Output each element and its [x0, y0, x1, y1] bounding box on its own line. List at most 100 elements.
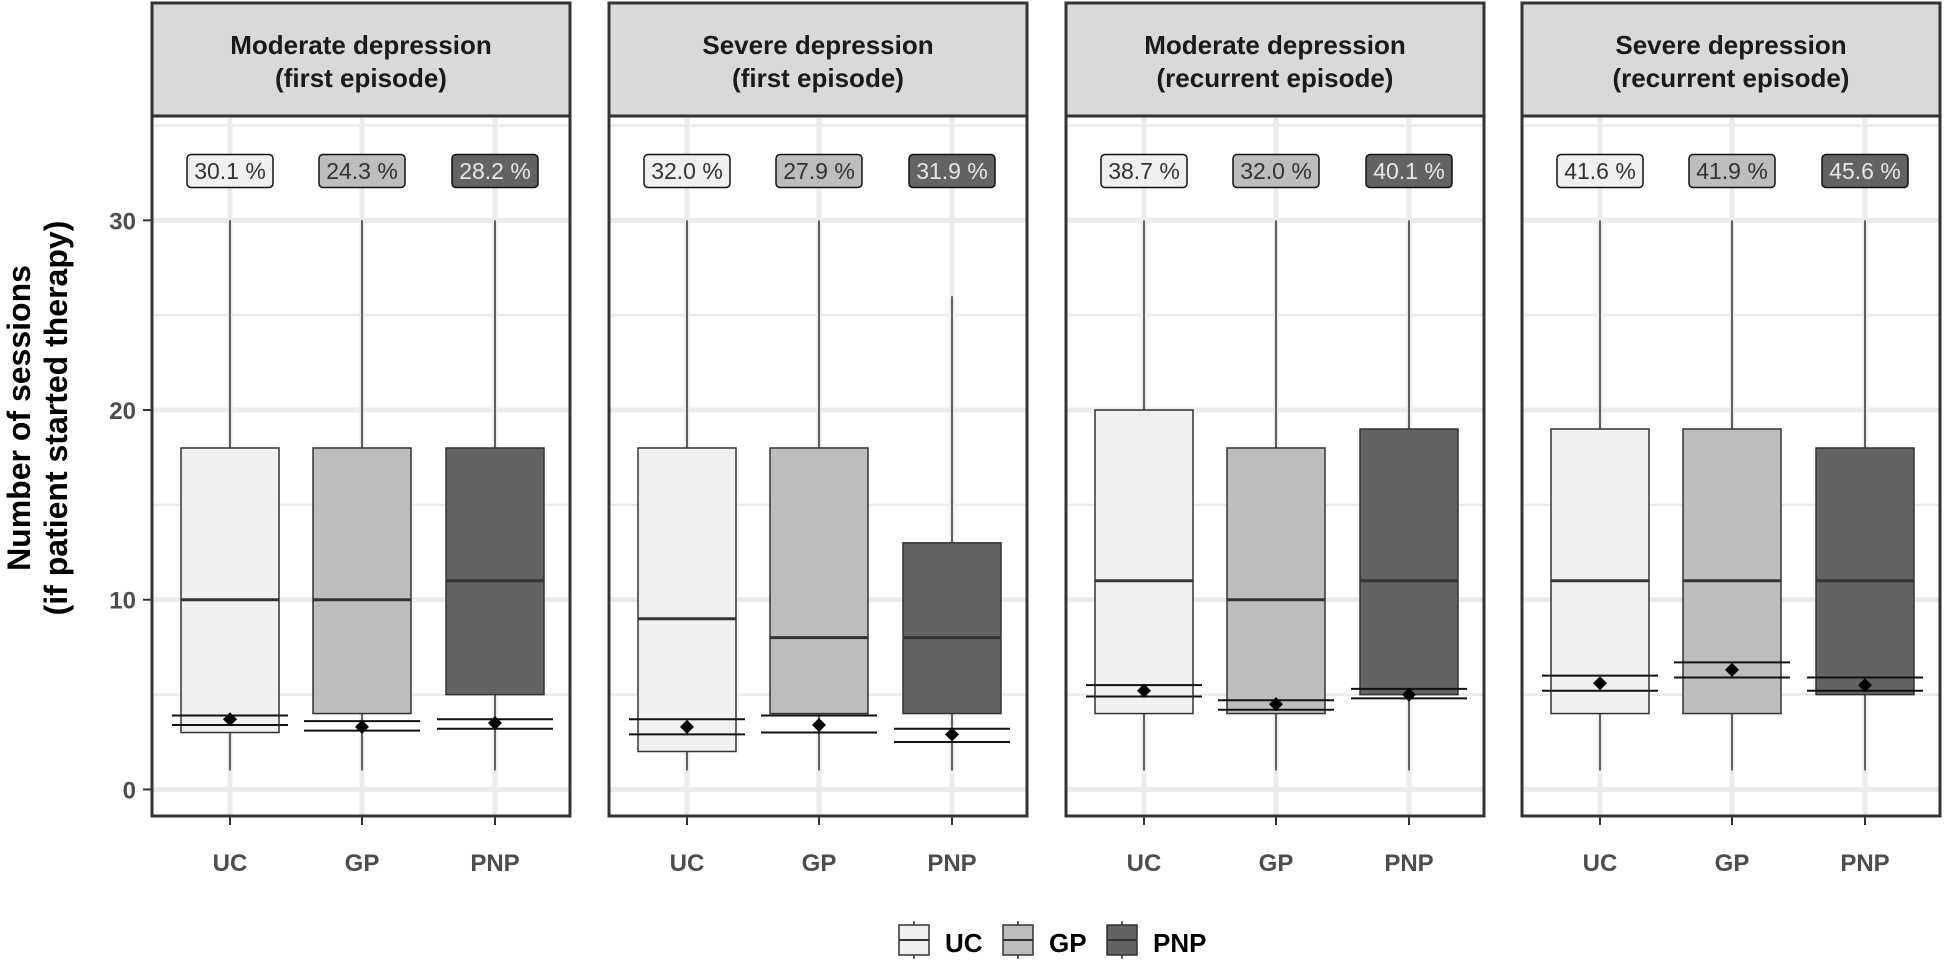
- pct-label-box: [775, 153, 863, 189]
- box-uc: 32.0 % UC: [629, 153, 745, 877]
- box-rect: [1359, 428, 1459, 696]
- x-tick-label: GP: [1259, 850, 1294, 877]
- box-rect: [1226, 447, 1326, 715]
- panel-title-line1: Moderate depression: [1144, 30, 1406, 60]
- panel-1: Moderate depression(first episode) 30.1 %…: [150, 1, 572, 877]
- mean-marker: [812, 717, 826, 732]
- pct-label-box: [318, 153, 406, 189]
- box-gp: 24.3 % GP: [304, 153, 420, 877]
- pct-label-box: [1688, 153, 1776, 189]
- box-rect: [769, 447, 869, 715]
- pct-label: 38.7 %: [1108, 158, 1180, 184]
- box-uc: 41.6 % UC: [1542, 153, 1658, 877]
- panel-2: Severe depression(first episode) 32.0 % UC…: [607, 1, 1029, 877]
- y-tick-label: 30: [109, 208, 136, 235]
- y-axis-title: Number of sessions (if patient started t…: [1, 221, 74, 616]
- pct-label: 32.0 %: [1240, 158, 1312, 184]
- box-gp: 27.9 % GP: [761, 153, 877, 877]
- pct-label: 30.1 %: [194, 158, 266, 184]
- legend-label-gp: GP: [1049, 928, 1087, 958]
- panel-title-line2: (recurrent episode): [1613, 63, 1850, 93]
- box-rect: [1550, 428, 1650, 715]
- box-rect: [312, 447, 412, 715]
- x-tick-label: PNP: [1384, 850, 1433, 877]
- legend-label-pnp: PNP: [1153, 928, 1206, 958]
- x-tick-label: PNP: [1840, 850, 1889, 877]
- box-rect: [902, 542, 1002, 715]
- box-rect: [637, 447, 737, 753]
- y-axis-title-line2: (if patient started therapy): [38, 221, 74, 616]
- x-tick-label: UC: [1583, 850, 1618, 877]
- mean-marker: [680, 719, 694, 734]
- panels: Moderate depression(first episode)30.1 %…: [150, 1, 1942, 877]
- box-gp: 32.0 % GP: [1218, 153, 1334, 877]
- y-tick-label: 20: [109, 398, 136, 425]
- y-axis: 0 10 20 30: [109, 208, 152, 804]
- pct-label-box: [1821, 153, 1909, 189]
- panel-3: Moderate depression(recurrent episode) 38…: [1064, 1, 1486, 877]
- box-gp: 41.9 % GP: [1674, 153, 1790, 877]
- mean-marker: [1269, 697, 1283, 712]
- y-axis-title-line1: Number of sessions: [1, 265, 37, 571]
- pct-label-box: [1232, 153, 1320, 189]
- legend: UC GP PNP: [898, 921, 1206, 959]
- box-rect: [445, 447, 545, 696]
- mean-marker: [355, 719, 369, 734]
- box-rect: [180, 447, 280, 734]
- pct-label-box: [1100, 153, 1188, 189]
- panel-border: [607, 114, 1029, 818]
- pct-label-box: [451, 153, 539, 189]
- panel-title-line2: (first episode): [275, 63, 447, 93]
- x-tick-label: UC: [213, 850, 248, 877]
- y-tick-label: 10: [109, 588, 136, 615]
- mean-marker: [945, 727, 959, 742]
- x-tick-label: GP: [802, 850, 837, 877]
- x-tick-label: GP: [1715, 850, 1750, 877]
- x-tick-label: GP: [345, 850, 380, 877]
- mean-marker: [1137, 683, 1151, 698]
- pct-label-box: [186, 153, 274, 189]
- pct-label-box: [1365, 153, 1453, 189]
- box-pnp: 40.1 % PNP: [1351, 153, 1467, 877]
- panel-border: [150, 114, 572, 818]
- pct-label: 41.6 %: [1564, 158, 1636, 184]
- x-tick-label: UC: [670, 850, 705, 877]
- mean-marker: [488, 716, 502, 731]
- panel-title-line1: Severe depression: [702, 30, 933, 60]
- pct-label: 27.9 %: [783, 158, 855, 184]
- pct-label-box: [643, 153, 731, 189]
- panel-title-line2: (first episode): [732, 63, 904, 93]
- panel-strip: [150, 1, 572, 118]
- mean-marker: [1593, 676, 1607, 691]
- pct-label: 32.0 %: [651, 158, 723, 184]
- x-tick-label: UC: [1127, 850, 1162, 877]
- pct-label: 24.3 %: [326, 158, 398, 184]
- pct-label: 28.2 %: [459, 158, 531, 184]
- legend-label-uc: UC: [945, 928, 983, 958]
- panel-4: Severe depression(recurrent episode) 41.6…: [1520, 1, 1942, 877]
- pct-label-box: [908, 153, 996, 189]
- box-pnp: 28.2 % PNP: [437, 153, 553, 877]
- y-tick-label: 0: [123, 777, 136, 804]
- pct-label-box: [1556, 153, 1644, 189]
- box-rect: [1094, 409, 1194, 715]
- mean-marker: [1725, 662, 1739, 677]
- panel-title-line2: (recurrent episode): [1157, 63, 1394, 93]
- mean-marker: [1402, 687, 1416, 702]
- box-rect: [1815, 447, 1915, 696]
- panel-strip: [1064, 1, 1486, 118]
- pct-label: 41.9 %: [1696, 158, 1768, 184]
- x-tick-label: PNP: [470, 850, 519, 877]
- panel-title-line1: Severe depression: [1615, 30, 1846, 60]
- mean-marker: [1858, 678, 1872, 693]
- mean-marker: [223, 712, 237, 727]
- box-uc: 38.7 % UC: [1086, 153, 1202, 877]
- box-pnp: 45.6 % PNP: [1807, 153, 1923, 877]
- pct-label: 45.6 %: [1829, 158, 1901, 184]
- pct-label: 40.1 %: [1373, 158, 1445, 184]
- x-tick-label: PNP: [927, 850, 976, 877]
- panel-title-line1: Moderate depression: [230, 30, 492, 60]
- panel-strip: [607, 1, 1029, 118]
- box-pnp: 31.9 % PNP: [894, 153, 1010, 877]
